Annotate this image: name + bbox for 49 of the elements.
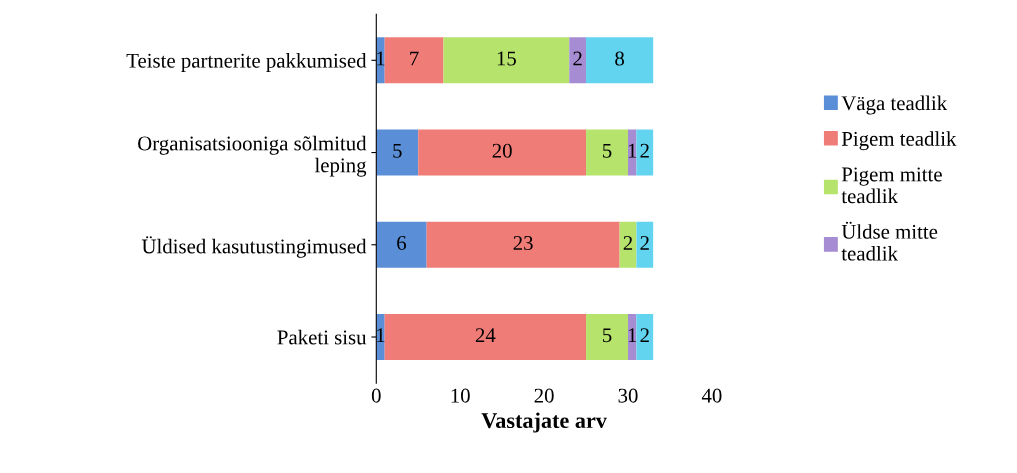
data-label: 1 bbox=[628, 143, 637, 158]
data-label: 15 bbox=[497, 51, 516, 66]
y-tick-label: Paketi sisu bbox=[277, 329, 367, 345]
legend-label: Pigem mitte teadlik bbox=[841, 167, 942, 204]
x-tick-label: 20 bbox=[534, 388, 554, 403]
bar bbox=[586, 313, 628, 361]
x-tick-label: 10 bbox=[451, 388, 470, 403]
data-label: 5 bbox=[393, 143, 402, 158]
x-tick-label: 40 bbox=[701, 388, 722, 403]
bar bbox=[628, 129, 637, 176]
legend-label: Üldse mitte teadlik bbox=[841, 221, 938, 261]
bar bbox=[376, 129, 419, 176]
data-label: 5 bbox=[603, 328, 612, 343]
bar bbox=[384, 37, 444, 84]
bar bbox=[619, 221, 637, 268]
bar bbox=[636, 129, 654, 176]
bar bbox=[586, 129, 628, 176]
bar bbox=[418, 129, 587, 176]
data-label: 2 bbox=[640, 328, 649, 343]
legend-label: Väga teadlik bbox=[841, 95, 948, 115]
y-tick-label: Organisatsiooniga sõlmitud leping bbox=[138, 135, 367, 177]
bar bbox=[376, 221, 427, 268]
data-label: 7 bbox=[410, 51, 419, 66]
data-label: 23 bbox=[513, 235, 533, 250]
data-label: 8 bbox=[615, 51, 625, 66]
data-label: 1 bbox=[377, 51, 385, 66]
data-label: 2 bbox=[640, 143, 649, 158]
bar bbox=[636, 313, 654, 361]
x-tick-label: 30 bbox=[618, 388, 638, 403]
y-tick-label: Teiste partnerite pakkumised bbox=[126, 53, 367, 72]
x-axis-title: Vastajate arv bbox=[481, 412, 607, 433]
bar bbox=[636, 221, 654, 268]
bar bbox=[443, 37, 570, 84]
data-label: 20 bbox=[492, 143, 512, 158]
bar bbox=[384, 313, 587, 361]
bar bbox=[569, 37, 587, 84]
y-tick-label: Üldised kasutustingimused bbox=[141, 236, 367, 258]
data-label: 6 bbox=[397, 235, 407, 250]
data-label: 2 bbox=[640, 235, 649, 250]
bar bbox=[586, 37, 654, 84]
data-label: 2 bbox=[623, 235, 633, 250]
data-label: 5 bbox=[603, 143, 612, 158]
data-label: 24 bbox=[475, 328, 496, 343]
data-label: 1 bbox=[377, 328, 385, 343]
data-label: 1 bbox=[628, 328, 637, 343]
legend-label: Pigem teadlik bbox=[841, 131, 957, 151]
x-tick-label: 0 bbox=[371, 388, 381, 403]
bar bbox=[426, 221, 620, 268]
data-label: 2 bbox=[573, 51, 582, 66]
